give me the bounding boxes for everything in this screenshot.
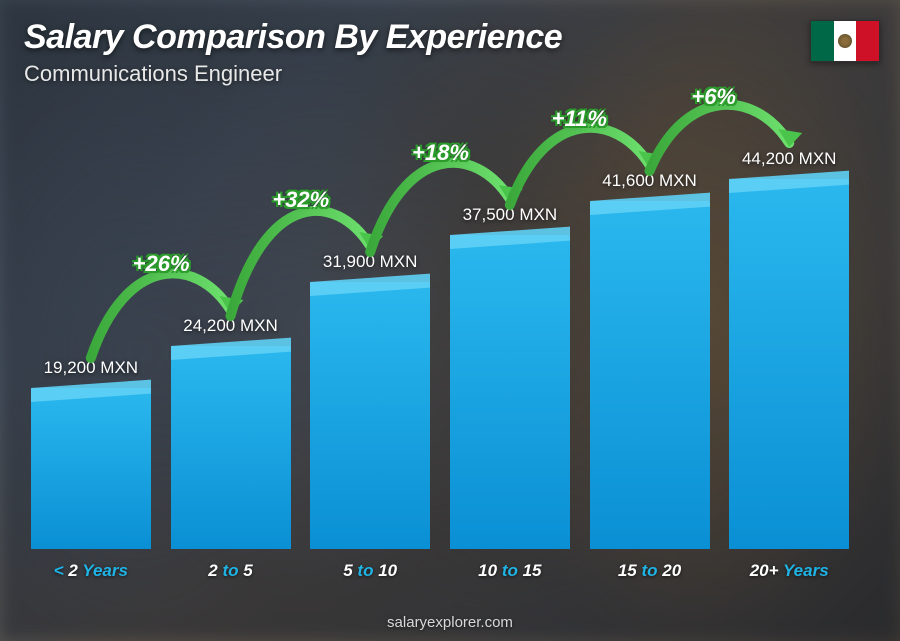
bar bbox=[31, 388, 151, 549]
bar-group: 24,200 MXN 2 to 5 bbox=[170, 110, 292, 581]
bar-wrap: 24,200 MXN bbox=[170, 110, 292, 549]
increase-arrow-icon bbox=[30, 110, 850, 581]
increase-arrow-icon bbox=[30, 110, 850, 581]
bar-wrap: 31,900 MXN bbox=[309, 110, 431, 549]
bar-value-label: 31,900 MXN bbox=[323, 252, 418, 272]
bar-group: 19,200 MXN < 2 Years bbox=[30, 110, 152, 581]
mexico-flag-icon bbox=[810, 20, 880, 62]
header: Salary Comparison By Experience Communic… bbox=[24, 18, 562, 87]
bar bbox=[310, 282, 430, 549]
flag-emblem-icon bbox=[838, 34, 852, 48]
page-subtitle: Communications Engineer bbox=[24, 61, 562, 87]
x-axis-label: < 2 Years bbox=[54, 561, 128, 581]
x-axis-label: 20+ Years bbox=[750, 561, 829, 581]
bar-wrap: 37,500 MXN bbox=[449, 110, 571, 549]
bar-top-cap bbox=[171, 338, 291, 360]
x-axis-label: 15 to 20 bbox=[618, 561, 681, 581]
bar-group: 31,900 MXN 5 to 10 bbox=[309, 110, 431, 581]
percent-increase-badge: +6% bbox=[691, 84, 736, 110]
bar-group: 44,200 MXN 20+ Years bbox=[728, 110, 850, 581]
bar-group: 37,500 MXN 10 to 15 bbox=[449, 110, 571, 581]
percent-increase-badge: +32% bbox=[272, 187, 329, 213]
increase-arrow-icon bbox=[30, 110, 850, 581]
bar-group: 41,600 MXN 15 to 20 bbox=[589, 110, 711, 581]
percent-increase-badge: +26% bbox=[133, 251, 190, 277]
bar-wrap: 19,200 MXN bbox=[30, 110, 152, 549]
bar bbox=[450, 235, 570, 549]
percent-increase-badge: +11% bbox=[552, 106, 607, 132]
bar-value-label: 24,200 MXN bbox=[183, 316, 278, 336]
x-axis-label: 2 to 5 bbox=[208, 561, 252, 581]
bar-value-label: 37,500 MXN bbox=[463, 205, 558, 225]
bar-value-label: 44,200 MXN bbox=[742, 149, 837, 169]
x-axis-label: 5 to 10 bbox=[343, 561, 397, 581]
bar-top-cap bbox=[310, 274, 430, 296]
footer-credit: salaryexplorer.com bbox=[0, 614, 900, 631]
bar-value-label: 41,600 MXN bbox=[602, 171, 697, 191]
bar-top-cap bbox=[31, 380, 151, 402]
flag-stripe-white bbox=[834, 21, 857, 61]
bar bbox=[729, 179, 849, 549]
percent-increase-badge: +18% bbox=[412, 140, 469, 166]
bar-top-cap bbox=[729, 171, 849, 193]
bar-chart: 19,200 MXN < 2 Years 24,200 MXN 2 to 5 31,90… bbox=[30, 110, 850, 581]
flag-stripe-red bbox=[856, 21, 879, 61]
increase-arrow-icon bbox=[30, 110, 850, 581]
bar bbox=[590, 201, 710, 549]
infographic-container: Salary Comparison By Experience Communic… bbox=[0, 0, 900, 641]
bar-top-cap bbox=[590, 193, 710, 215]
bar-top-cap bbox=[450, 227, 570, 249]
bar-wrap: 44,200 MXN bbox=[728, 110, 850, 549]
page-title: Salary Comparison By Experience bbox=[24, 18, 562, 57]
bar-value-label: 19,200 MXN bbox=[44, 358, 139, 378]
increase-arrow-icon bbox=[30, 110, 850, 581]
bar bbox=[171, 346, 291, 549]
flag-stripe-green bbox=[811, 21, 834, 61]
bar-wrap: 41,600 MXN bbox=[589, 110, 711, 549]
x-axis-label: 10 to 15 bbox=[478, 561, 541, 581]
